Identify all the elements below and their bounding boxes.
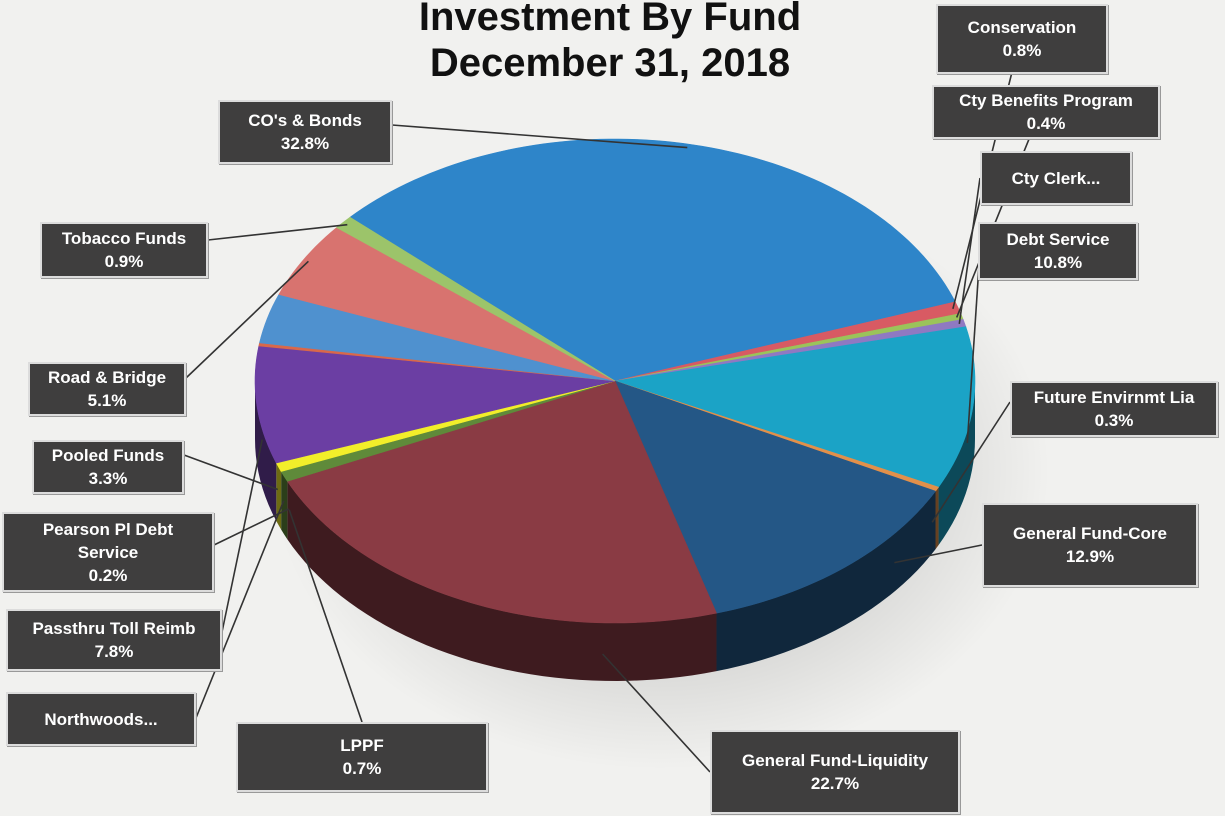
callout-text: 3.3%	[88, 469, 128, 488]
chart-title: Investment By Fund December 31, 2018	[330, 0, 890, 86]
callout-pooled-funds: Pooled Funds 3.3%	[32, 440, 184, 494]
callout-co-s-bonds: CO's & Bonds 32.8%	[218, 100, 392, 164]
leader-line-co-s-bonds	[391, 124, 688, 149]
callout-lppf: LPPF 0.7%	[236, 722, 488, 792]
pie-slice-general-fund-liquidity	[286, 380, 717, 624]
pie-side-northwoods	[276, 462, 282, 530]
callout-label: LPPF	[340, 736, 384, 755]
callout-label: Conservation	[967, 18, 1077, 37]
pie-slice-co-s-bonds	[349, 138, 956, 382]
callout-tobacco-funds: Tobacco Funds 0.9%	[40, 222, 208, 278]
leader-line-road-bridge	[185, 260, 309, 379]
callout-label: General Fund-Core	[1013, 524, 1167, 543]
pie-slice-road-bridge	[278, 227, 616, 382]
callout-northwoods: Northwoods...	[6, 692, 196, 746]
leader-line-northwoods	[195, 500, 285, 719]
leader-line-general-fund-core	[894, 544, 983, 564]
callout-text: 0.4%	[1026, 114, 1066, 133]
pie-slice-pooled-funds	[259, 294, 616, 382]
callout-text: 0.2%	[88, 565, 128, 585]
pie-side-debt-service	[938, 381, 975, 546]
leader-line-tobacco-funds	[207, 223, 348, 241]
pie-side-general-fund-core	[716, 491, 936, 672]
leader-line-pearson-pl-debt-service	[213, 508, 289, 546]
callout-text: 7.8%	[94, 642, 134, 661]
callout-text: 5.1%	[87, 391, 127, 410]
pie-slice-general-fund-core	[614, 380, 937, 614]
pie-side-future-envirnmt-lia	[935, 487, 939, 550]
callout-label: Future Envirnmt Lia	[1033, 388, 1195, 407]
callout-label: Road & Bridge	[47, 368, 167, 387]
callout-road-bridge: Road & Bridge 5.1%	[28, 362, 186, 416]
callout-label: Pearson Pl Debt	[42, 519, 174, 539]
pie-side-lppf	[281, 471, 288, 540]
callout-text: 22.7%	[810, 774, 860, 793]
pie-slice-debt-service	[614, 326, 976, 488]
leader-line-future-envirnmt-lia	[931, 401, 1011, 523]
callout-debt-service: Debt Service 10.8%	[978, 222, 1138, 280]
callout-text: 10.8%	[1033, 253, 1083, 272]
callout-cty-benefits-program: Cty Benefits Program 0.4%	[932, 85, 1160, 139]
callout-label: Debt Service	[1006, 230, 1110, 249]
pie-depth	[255, 381, 975, 681]
leader-line-lppf	[288, 509, 363, 723]
chart-title-line2: December 31, 2018	[429, 41, 791, 85]
pie-slices	[254, 138, 976, 624]
callout-label: Tobacco Funds	[61, 229, 187, 248]
leader-line-general-fund-liquidity	[602, 653, 711, 773]
callout-text: Service	[77, 542, 139, 562]
callout-text: 0.3%	[1094, 411, 1134, 430]
callout-cty-clerk: Cty Clerk...	[980, 151, 1132, 205]
callout-label: Northwoods...	[44, 709, 158, 729]
callout-label: Passthru Toll Reimb	[32, 619, 196, 638]
pie-side-passthru-toll-reimb	[255, 381, 277, 521]
leader-line-cty-benefits-program	[955, 111, 1041, 318]
chart-title-line1: Investment By Fund	[418, 0, 802, 39]
callout-passthru-toll-reimb: Passthru Toll Reimb 7.8%	[6, 609, 222, 671]
callout-text: 32.8%	[280, 134, 330, 153]
pie-slice-tobacco-funds	[336, 216, 616, 382]
pie-side-general-fund-liquidity	[287, 481, 717, 681]
leader-line-pooled-funds	[183, 454, 279, 491]
callout-label: Cty Benefits Program	[959, 91, 1133, 110]
callout-pearson-pl-debt-service: Pearson Pl Debt Service 0.2%	[2, 512, 214, 592]
callout-label: Pooled Funds	[51, 446, 165, 465]
callout-conservation: Conservation 0.8%	[936, 4, 1108, 74]
leader-line-debt-service	[966, 249, 981, 443]
callout-general-fund-core: General Fund-Core 12.9%	[982, 503, 1198, 587]
callout-text: 0.7%	[342, 759, 382, 778]
callout-text: 0.8%	[1002, 41, 1042, 60]
callout-label: Cty Clerk...	[1011, 168, 1101, 188]
callout-future-envirnmt-lia: Future Envirnmt Lia 0.3%	[1010, 381, 1218, 437]
callout-label: General Fund-Liquidity	[741, 751, 929, 770]
callout-text: 12.9%	[1065, 547, 1115, 566]
leader-line-cty-clerk	[958, 177, 981, 325]
callout-text: 0.9%	[104, 252, 144, 271]
pie-slice-passthru-toll-reimb	[254, 345, 616, 464]
callout-general-fund-liquidity: General Fund-Liquidity 22.7%	[710, 730, 960, 814]
callout-label: CO's & Bonds	[248, 111, 362, 130]
leader-line-passthru-toll-reimb	[221, 439, 263, 633]
